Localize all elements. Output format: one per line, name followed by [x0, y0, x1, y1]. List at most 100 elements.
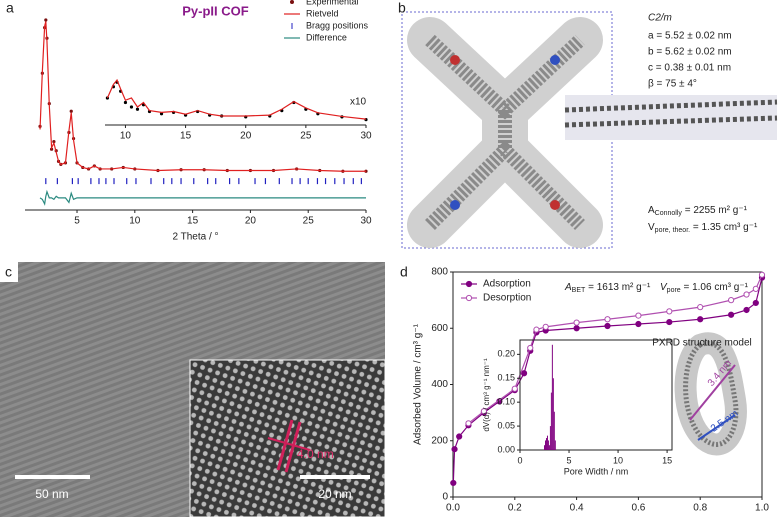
subscript: Connolly — [655, 210, 683, 217]
legend-symbol — [465, 280, 473, 288]
bar — [553, 411, 555, 450]
model-title: PXRD structure model — [652, 338, 751, 349]
data-point — [533, 326, 540, 333]
annotation: ABET = 1613 m² g⁻¹ — [564, 282, 651, 294]
x-axis-label: Pore Width / nm — [564, 466, 629, 476]
bar — [554, 440, 556, 450]
x-tick-label: 0 — [517, 455, 522, 465]
bar — [546, 435, 548, 450]
data-point — [573, 325, 580, 332]
legend-label: Bragg positions — [306, 20, 369, 30]
legend-label: Rietveld — [306, 8, 339, 18]
x-tick-label: 0.8 — [693, 503, 707, 514]
data-point — [728, 297, 735, 304]
panel-label: b — [398, 0, 406, 16]
data-point — [752, 299, 759, 307]
x-tick-label: 0.2 — [508, 503, 522, 514]
x-axis-label: 2 Theta / ° — [172, 232, 218, 243]
series-line — [39, 189, 366, 206]
pore-volume: Vpore, theor. = 1.35 cm³ g⁻¹ — [648, 222, 758, 234]
data-point — [49, 147, 54, 151]
bar — [545, 440, 546, 450]
bar — [547, 440, 549, 450]
value: = 1.35 cm³ g⁻¹ — [690, 222, 758, 233]
x-tick-label: 15 — [187, 216, 199, 227]
legend-symbol — [465, 294, 473, 302]
data-point — [542, 323, 549, 330]
data-point — [743, 306, 750, 314]
x-tick-label: 0.4 — [570, 503, 584, 514]
space-group: C2/m — [648, 13, 672, 24]
legend-label: Difference — [306, 32, 347, 42]
data-point — [697, 316, 704, 323]
value: = 2255 m² g⁻¹ — [682, 205, 748, 216]
x-tick-label: 0.6 — [631, 503, 645, 514]
series-line — [39, 21, 366, 172]
cell-param: a = 5.52 ± 0.02 nm — [648, 31, 732, 42]
cell-param: c = 0.38 ± 0.01 nm — [648, 63, 731, 74]
bar — [551, 344, 553, 450]
x-tick-label: 15 — [180, 131, 192, 142]
x-tick-label: 5 — [74, 216, 80, 227]
plot-frame — [519, 339, 673, 451]
data-point — [450, 479, 457, 487]
x-tick-label: 30 — [360, 216, 372, 227]
data-point — [604, 316, 611, 323]
x-tick-label: 20 — [240, 131, 252, 142]
series-line — [106, 78, 367, 120]
data-point — [697, 304, 704, 311]
bar — [552, 378, 554, 450]
y-tick-label: 0.00 — [497, 444, 515, 454]
bar — [548, 445, 550, 450]
y-tick-label: 0 — [442, 492, 448, 503]
x-tick-label: 10 — [120, 131, 132, 142]
value: = 1.06 cm³ g⁻¹ — [681, 282, 749, 293]
data-point — [511, 385, 518, 392]
data-point — [666, 308, 673, 315]
scale-bar-label: 50 nm — [35, 487, 68, 501]
data-point — [635, 320, 642, 328]
data-point — [465, 420, 472, 427]
x-tick-label: 5 — [567, 455, 572, 465]
annotation: x10 — [350, 97, 367, 108]
x-tick-label: 30 — [360, 131, 372, 142]
data-point — [159, 112, 164, 116]
annotation: Vpore = 1.06 cm³ g⁻¹ — [660, 282, 749, 294]
legend-label: Adsorption — [483, 279, 531, 290]
bar — [544, 445, 546, 450]
data-point — [604, 322, 611, 330]
bar — [549, 426, 551, 450]
x-tick-label: 20 — [245, 216, 257, 227]
chart-title: Py-pII COF — [182, 3, 249, 18]
data-point — [44, 18, 48, 22]
x-tick-label: 15 — [662, 455, 672, 465]
cell-param: b = 5.62 ± 0.02 nm — [648, 47, 732, 58]
legend-label: Experimental — [306, 0, 359, 6]
pore-model-image — [674, 332, 747, 456]
data-point — [480, 408, 487, 415]
bar — [545, 438, 547, 450]
legend-label: Desorption — [483, 293, 531, 304]
y-axis-label: Adsorbed Volume / cm³ g⁻¹ — [413, 323, 424, 445]
y-tick-label: 400 — [431, 379, 448, 390]
symbol: V — [660, 282, 668, 293]
subscript: pore, theor. — [655, 227, 690, 234]
subscript: BET — [572, 287, 586, 294]
structure-image — [401, 11, 778, 249]
y-tick-label: 200 — [431, 435, 448, 446]
x-tick-label: 10 — [129, 216, 141, 227]
data-point — [69, 109, 73, 113]
subscript: pore — [667, 287, 681, 294]
y-tick-label: 600 — [431, 323, 448, 334]
value: = 1613 m² g⁻¹ — [585, 282, 651, 293]
x-tick-label: 0.0 — [446, 503, 460, 514]
y-tick-label: 0.10 — [497, 397, 515, 407]
data-point — [752, 285, 759, 292]
lattice-spacing: 4.0 nm — [297, 447, 334, 461]
data-point — [635, 312, 642, 319]
data-point — [129, 105, 134, 109]
data-point — [728, 311, 735, 318]
data-point — [456, 433, 463, 440]
y-tick-label: 800 — [431, 267, 448, 278]
